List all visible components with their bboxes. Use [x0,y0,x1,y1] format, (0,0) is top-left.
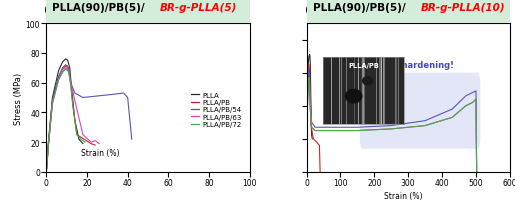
FancyBboxPatch shape [46,0,250,24]
Text: BR-g-PLLA(10): BR-g-PLLA(10) [420,3,505,13]
Text: Strain (%): Strain (%) [81,149,119,158]
Text: BR-g-PLLA(5): BR-g-PLLA(5) [160,3,237,13]
Text: PLLA(90)/PB(5)/: PLLA(90)/PB(5)/ [313,3,405,13]
Text: (b): (b) [304,5,320,15]
Text: (a): (a) [44,5,60,15]
FancyBboxPatch shape [360,73,480,149]
Legend: PLLA, PLLA/PB, PLLA/PB/54, PLLA/PB/63, PLLA/PB/72: PLLA, PLLA/PB, PLLA/PB/54, PLLA/PB/63, P… [188,89,244,130]
FancyBboxPatch shape [306,0,510,24]
Text: Strain (%): Strain (%) [385,191,423,200]
Text: PLLA(90)/PB(5)/: PLLA(90)/PB(5)/ [53,3,145,13]
Y-axis label: Stress (MPa): Stress (MPa) [14,72,23,124]
Text: strain-hardening!: strain-hardening! [370,61,454,70]
